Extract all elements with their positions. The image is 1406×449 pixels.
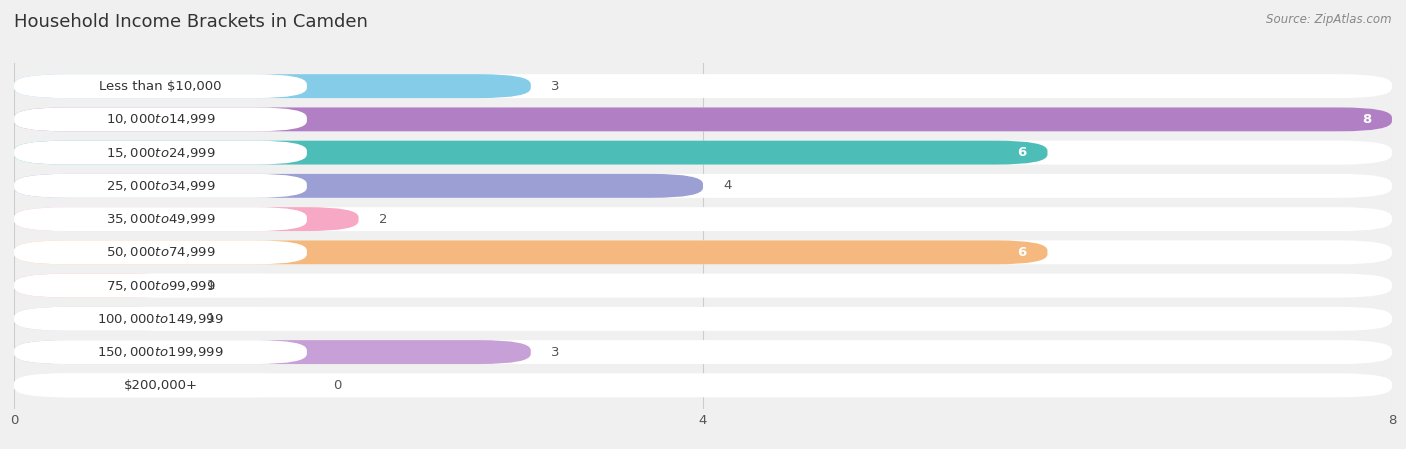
FancyBboxPatch shape — [14, 240, 1392, 264]
Text: $75,000 to $99,999: $75,000 to $99,999 — [105, 278, 215, 293]
FancyBboxPatch shape — [14, 207, 359, 231]
Text: Less than $10,000: Less than $10,000 — [100, 79, 222, 92]
Text: 4: 4 — [724, 179, 733, 192]
FancyBboxPatch shape — [14, 174, 307, 198]
Text: $15,000 to $24,999: $15,000 to $24,999 — [105, 145, 215, 159]
FancyBboxPatch shape — [14, 374, 307, 397]
FancyBboxPatch shape — [14, 174, 1392, 198]
FancyBboxPatch shape — [14, 174, 703, 198]
FancyBboxPatch shape — [14, 74, 531, 98]
Text: 3: 3 — [551, 346, 560, 359]
Text: 0: 0 — [333, 379, 342, 392]
FancyBboxPatch shape — [14, 307, 186, 331]
Text: $35,000 to $49,999: $35,000 to $49,999 — [105, 212, 215, 226]
FancyBboxPatch shape — [14, 207, 307, 231]
FancyBboxPatch shape — [14, 340, 1392, 364]
FancyBboxPatch shape — [14, 74, 1392, 98]
Text: 6: 6 — [1018, 146, 1026, 159]
Text: 6: 6 — [1018, 246, 1026, 259]
Text: 1: 1 — [207, 279, 215, 292]
Text: $10,000 to $14,999: $10,000 to $14,999 — [105, 112, 215, 126]
FancyBboxPatch shape — [14, 207, 1392, 231]
FancyBboxPatch shape — [14, 74, 307, 98]
FancyBboxPatch shape — [14, 273, 186, 298]
FancyBboxPatch shape — [14, 340, 531, 364]
Text: Household Income Brackets in Camden: Household Income Brackets in Camden — [14, 13, 368, 31]
FancyBboxPatch shape — [14, 307, 1392, 331]
FancyBboxPatch shape — [14, 340, 307, 364]
FancyBboxPatch shape — [14, 141, 1392, 165]
Text: 3: 3 — [551, 79, 560, 92]
FancyBboxPatch shape — [14, 107, 1392, 132]
FancyBboxPatch shape — [14, 107, 307, 132]
Text: 2: 2 — [380, 213, 388, 225]
FancyBboxPatch shape — [14, 240, 307, 264]
FancyBboxPatch shape — [14, 240, 1047, 264]
Text: Source: ZipAtlas.com: Source: ZipAtlas.com — [1267, 13, 1392, 26]
FancyBboxPatch shape — [14, 307, 307, 331]
Text: $200,000+: $200,000+ — [124, 379, 197, 392]
FancyBboxPatch shape — [14, 107, 1392, 132]
FancyBboxPatch shape — [14, 273, 307, 298]
Text: $25,000 to $34,999: $25,000 to $34,999 — [105, 179, 215, 193]
Text: $150,000 to $199,999: $150,000 to $199,999 — [97, 345, 224, 359]
FancyBboxPatch shape — [14, 374, 1392, 397]
FancyBboxPatch shape — [14, 273, 1392, 298]
FancyBboxPatch shape — [14, 141, 307, 165]
FancyBboxPatch shape — [14, 141, 1047, 165]
Text: $100,000 to $149,999: $100,000 to $149,999 — [97, 312, 224, 326]
Text: $50,000 to $74,999: $50,000 to $74,999 — [105, 245, 215, 260]
Text: 8: 8 — [1362, 113, 1371, 126]
Text: 1: 1 — [207, 313, 215, 326]
